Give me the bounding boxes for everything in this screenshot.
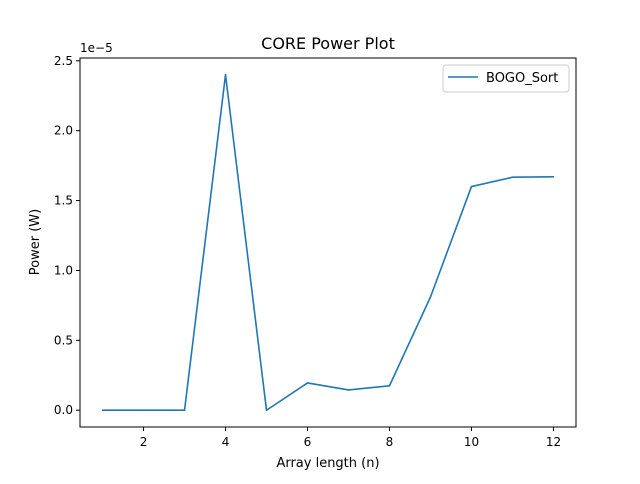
chart-title: CORE Power Plot: [261, 34, 395, 53]
y-tick-label: 1.5: [54, 194, 73, 208]
legend-box: [442, 64, 570, 93]
series-layer: [101, 73, 555, 412]
data-point: [306, 382, 309, 384]
x-tick-label: 6: [304, 435, 312, 449]
data-point: [470, 185, 473, 188]
data-point: [265, 409, 268, 412]
legend-label-bogo-sort: BOGO_Sort: [486, 71, 558, 86]
series-line-bogo-sort: [102, 73, 554, 412]
data-point: [388, 384, 391, 387]
y-tick-label: 1.0: [54, 263, 73, 277]
data-point: [429, 296, 432, 298]
data-point: [552, 176, 555, 178]
data-point: [224, 73, 227, 76]
x-tick-label: 2: [140, 435, 148, 449]
legend: BOGO_Sort: [442, 64, 570, 93]
y-axis-label: Power (W): [28, 209, 43, 275]
plot-area-frame: [79, 57, 577, 428]
y-offset-label: 1e−5: [80, 41, 113, 55]
data-point: [511, 176, 514, 179]
x-tick-label: 10: [464, 435, 479, 449]
x-axis-label: Array length (n): [276, 456, 379, 471]
data-point: [142, 409, 145, 412]
y-tick-label: 0.5: [54, 333, 73, 347]
data-point: [183, 409, 186, 412]
y-tick-label: 2.0: [54, 124, 73, 138]
x-tick-label: 8: [386, 435, 394, 449]
y-tick-label: 0.0: [54, 403, 73, 417]
x-axis-ticks: 2 4 6 8 10 12: [140, 427, 561, 449]
data-point: [347, 389, 350, 391]
y-tick-label: 2.5: [54, 54, 73, 68]
x-tick-label: 12: [546, 435, 561, 449]
y-axis-ticks: 0.0 0.5 1.0 1.5 2.0 2.5: [54, 54, 80, 417]
data-point: [101, 409, 104, 412]
x-tick-label: 4: [222, 435, 230, 449]
